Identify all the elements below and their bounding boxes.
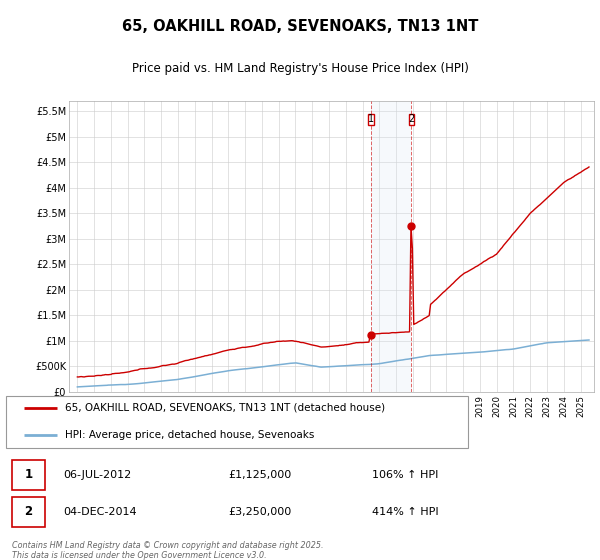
Text: This data is licensed under the Open Government Licence v3.0.: This data is licensed under the Open Gov… xyxy=(12,551,266,560)
Text: 1: 1 xyxy=(25,468,32,482)
Text: 2: 2 xyxy=(25,506,32,519)
Bar xyxy=(12,460,45,490)
Text: 06-JUL-2012: 06-JUL-2012 xyxy=(63,470,131,480)
Text: 65, OAKHILL ROAD, SEVENOAKS, TN13 1NT: 65, OAKHILL ROAD, SEVENOAKS, TN13 1NT xyxy=(122,19,478,34)
Bar xyxy=(368,114,374,124)
Text: Price paid vs. HM Land Registry's House Price Index (HPI): Price paid vs. HM Land Registry's House … xyxy=(131,62,469,75)
Text: 2: 2 xyxy=(409,114,415,124)
Text: 414% ↑ HPI: 414% ↑ HPI xyxy=(372,507,439,517)
Text: 04-DEC-2014: 04-DEC-2014 xyxy=(63,507,137,517)
Text: £1,125,000: £1,125,000 xyxy=(228,470,291,480)
Bar xyxy=(12,497,45,528)
Bar xyxy=(409,114,415,124)
Text: 65, OAKHILL ROAD, SEVENOAKS, TN13 1NT (detached house): 65, OAKHILL ROAD, SEVENOAKS, TN13 1NT (d… xyxy=(65,403,385,413)
Bar xyxy=(371,101,412,392)
Text: Contains HM Land Registry data © Crown copyright and database right 2025.: Contains HM Land Registry data © Crown c… xyxy=(12,542,323,550)
Text: £3,250,000: £3,250,000 xyxy=(228,507,291,517)
Text: 1: 1 xyxy=(368,114,374,124)
FancyBboxPatch shape xyxy=(6,395,468,449)
Text: HPI: Average price, detached house, Sevenoaks: HPI: Average price, detached house, Seve… xyxy=(65,430,314,440)
Text: 106% ↑ HPI: 106% ↑ HPI xyxy=(372,470,439,480)
